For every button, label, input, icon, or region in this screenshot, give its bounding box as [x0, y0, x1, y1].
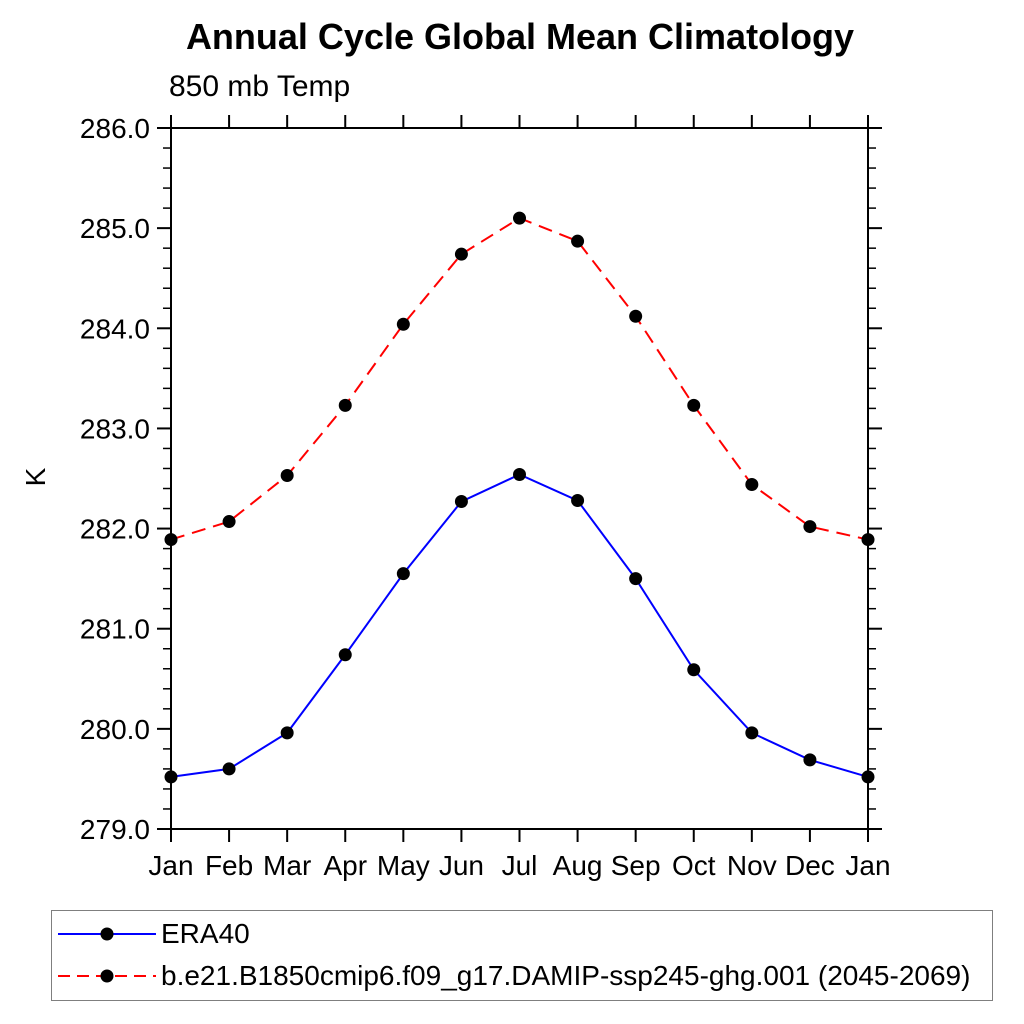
data-point-marker: [629, 572, 643, 586]
y-tick-label: 286.0: [80, 113, 150, 144]
y-tick-label: 282.0: [80, 514, 150, 545]
x-tick-label: Nov: [727, 850, 777, 881]
legend-box: ERA40 b.e21.B1850cmip6.f09_g17.DAMIP-ssp…: [51, 910, 993, 1001]
legend-item-model: b.e21.B1850cmip6.f09_g17.DAMIP-ssp245-gh…: [56, 955, 992, 997]
model-line-sample: [58, 969, 156, 983]
data-point-marker: [338, 398, 352, 412]
x-tick-label: Aug: [553, 850, 603, 881]
data-point-marker: [454, 247, 468, 261]
data-point-marker: [280, 726, 294, 740]
data-point-marker: [687, 663, 701, 677]
data-point-marker: [280, 468, 294, 482]
x-tick-label: Feb: [205, 850, 253, 881]
era40-markers: [164, 467, 875, 784]
y-tick-label: 280.0: [80, 714, 150, 745]
era40-line: [170, 473, 869, 778]
data-point-marker: [861, 770, 875, 784]
x-tick-label: Oct: [672, 850, 716, 881]
data-point-marker: [164, 533, 178, 547]
data-point-marker: [454, 495, 468, 509]
x-tick-label: Jun: [439, 850, 484, 881]
chart-subtitle: 850 mb Temp: [169, 70, 351, 103]
data-point-marker: [571, 234, 585, 248]
y-tick-label: 283.0: [80, 413, 150, 444]
x-ticks: [170, 115, 869, 842]
x-tick-labels: Jan Feb Mar Apr May Jun Jul Aug Sep Oct Nov Dec Jan: [148, 850, 890, 881]
data-point-marker: [861, 533, 875, 547]
y-minor-ticks: [163, 147, 876, 810]
model-markers: [164, 211, 875, 547]
data-point-marker: [687, 398, 701, 412]
x-tick-label: Sep: [611, 850, 661, 881]
y-ticks: [157, 127, 882, 830]
y-tick-label: 279.0: [80, 814, 150, 845]
era40-line-sample: [58, 927, 156, 941]
y-tick-label: 284.0: [80, 313, 150, 344]
data-point-marker: [571, 494, 585, 508]
data-point-marker: [803, 520, 817, 534]
data-point-marker: [396, 317, 410, 331]
data-point-marker: [513, 211, 526, 225]
legend-label-model: b.e21.B1850cmip6.f09_g17.DAMIP-ssp245-gh…: [161, 960, 971, 991]
data-point-marker: [803, 753, 817, 767]
data-point-marker: [396, 567, 410, 581]
legend-item-era40: ERA40: [56, 913, 992, 955]
x-tick-label: Mar: [263, 850, 311, 881]
data-point-marker: [513, 467, 526, 481]
x-tick-label: Apr: [323, 850, 367, 881]
y-tick-label: 285.0: [80, 213, 150, 244]
data-point-marker: [164, 770, 178, 784]
data-point-marker: [629, 309, 643, 323]
data-point-marker: [338, 648, 352, 662]
data-point-marker: [222, 762, 236, 776]
chart-title: Annual Cycle Global Mean Climatology: [185, 16, 855, 57]
x-tick-label: Jan: [845, 850, 890, 881]
x-tick-label: Dec: [785, 850, 835, 881]
legend-label-era40: ERA40: [161, 918, 250, 949]
x-tick-label: May: [377, 850, 430, 881]
y-tick-label: 281.0: [80, 614, 150, 645]
model-line: [170, 217, 869, 541]
legend-sample-marker: [100, 927, 114, 941]
data-point-marker: [745, 726, 759, 740]
y-tick-labels: 279.0 280.0 281.0 282.0 283.0 284.0 285.0 286.0: [80, 113, 150, 845]
x-tick-label: Jul: [502, 850, 538, 881]
x-tick-label: Jan: [148, 850, 193, 881]
data-point-marker: [222, 515, 236, 529]
data-point-marker: [745, 478, 759, 492]
legend-sample-marker: [100, 969, 114, 983]
